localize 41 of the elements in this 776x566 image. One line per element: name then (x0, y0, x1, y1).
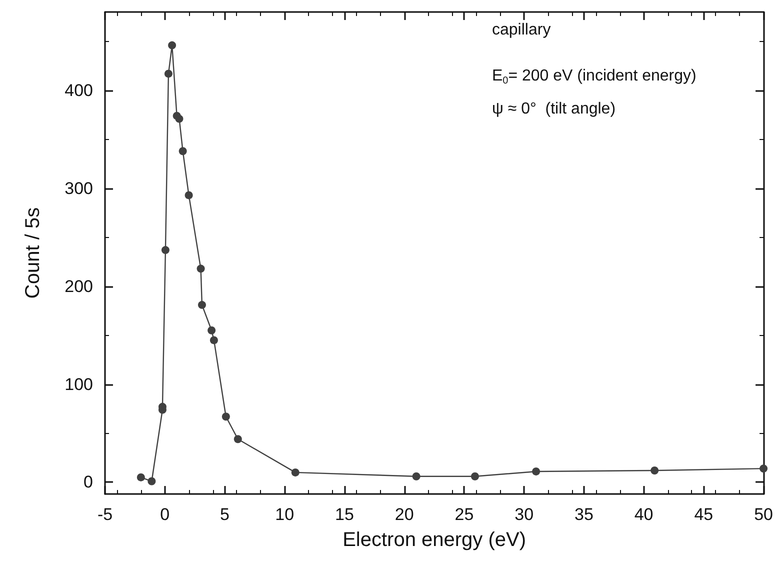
annotation: capillary (492, 22, 551, 38)
point (168, 41, 176, 50)
x-tick-label: 25 (454, 505, 474, 524)
point (196, 264, 205, 273)
point (210, 336, 218, 344)
point (175, 114, 184, 123)
point (222, 412, 230, 421)
annotation: ψ ≈ 0° (tilt angle) (492, 100, 616, 118)
x-tick-label: -5 (97, 505, 113, 524)
point (208, 326, 216, 334)
x-tick-label: 5 (220, 505, 230, 524)
y-tick-label: 0 (84, 472, 93, 492)
point (164, 70, 172, 78)
x-tick-label: 45 (694, 505, 714, 524)
x-tick-label: 15 (335, 505, 354, 524)
point (650, 466, 659, 474)
y-tick-label: 100 (64, 374, 93, 394)
point (532, 467, 540, 476)
point (178, 147, 187, 156)
point (234, 435, 242, 444)
x-tick-label: 40 (634, 505, 654, 524)
point (412, 472, 420, 480)
x-tick-label: 20 (394, 505, 414, 524)
x-tick-label: 0 (160, 505, 170, 524)
y-axis-title: Count / 5s (22, 207, 44, 299)
x-axis-title: Electron energy (eV) (342, 529, 526, 551)
point (291, 468, 300, 476)
point (184, 191, 193, 200)
x-tick-label: 30 (514, 505, 534, 524)
y-tick-label: 200 (64, 276, 93, 296)
x-tick-label: 50 (754, 505, 774, 524)
x-tick-label: 35 (574, 505, 594, 524)
point (136, 473, 145, 482)
point (760, 464, 768, 473)
y-tick-label: 400 (64, 80, 93, 100)
point (198, 300, 206, 309)
point (161, 246, 170, 254)
point (148, 477, 156, 486)
x-tick-label: 10 (275, 505, 294, 524)
point (470, 472, 479, 480)
y-tick-label: 300 (64, 178, 93, 198)
